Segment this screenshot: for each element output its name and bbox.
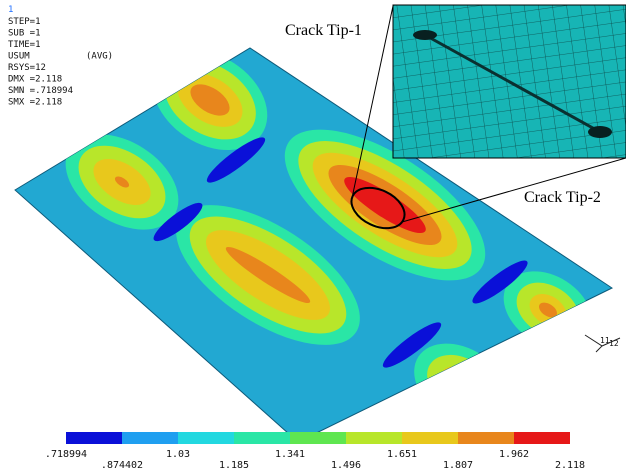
screenshot: .718994 .874402 1.03 1.185 1.341 1.496 1.651 1.… <box>0 0 626 476</box>
colorbar-label: .874402 <box>101 460 143 471</box>
color-swatch <box>66 432 122 444</box>
colorbar-label: 2.118 <box>555 460 585 471</box>
color-swatch <box>514 432 570 444</box>
colorbar-label: 1.03 <box>166 449 190 460</box>
zoom-inset <box>393 5 626 158</box>
color-swatch <box>458 432 514 444</box>
info-line: SMN =.718994 <box>8 86 73 96</box>
color-swatch <box>178 432 234 444</box>
color-swatch <box>122 432 178 444</box>
colorbar-label: 1.185 <box>219 460 249 471</box>
colorbar-label: 1.962 <box>499 449 529 460</box>
annotation: Crack Tip-1 <box>285 22 362 39</box>
info-line: SUB =1 <box>8 29 41 39</box>
info-line: DMX =2.118 <box>8 75 62 85</box>
color-swatch <box>290 432 346 444</box>
info-line: TIME=1 <box>8 40 41 50</box>
colorbar-label: 1.807 <box>443 460 473 471</box>
color-swatch <box>234 432 290 444</box>
info-line: SMX =2.118 <box>8 98 62 108</box>
info-line: STEP=1 <box>8 17 41 27</box>
colorbar-label: 1.651 <box>387 449 417 460</box>
annotation: Crack Tip-2 <box>524 189 601 206</box>
info-line: RSYS=12 <box>8 63 46 73</box>
avg-label: (AVG) <box>86 52 113 62</box>
info-line: USUM <box>8 52 30 62</box>
colorbar: .718994 .874402 1.03 1.185 1.341 1.496 1.651 1.… <box>45 432 585 471</box>
colorbar-label: .718994 <box>45 449 87 460</box>
window-number: 1 <box>8 5 13 15</box>
colorbar-label: 1.341 <box>275 449 305 460</box>
triad-label: 12 <box>609 339 619 348</box>
color-swatch <box>402 432 458 444</box>
color-swatch <box>346 432 402 444</box>
colorbar-label: 1.496 <box>331 460 361 471</box>
